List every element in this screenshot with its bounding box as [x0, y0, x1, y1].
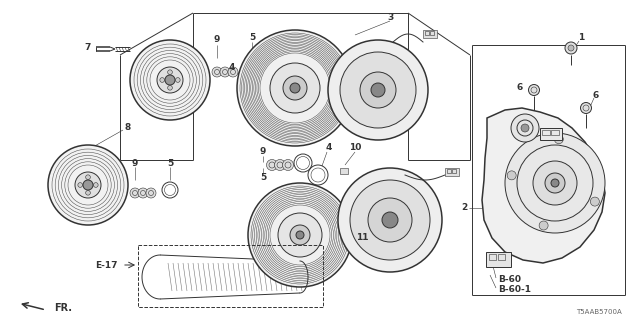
- Text: 3: 3: [387, 13, 393, 22]
- Circle shape: [590, 197, 600, 206]
- Circle shape: [290, 225, 310, 245]
- Text: 6: 6: [593, 91, 599, 100]
- Circle shape: [93, 183, 98, 187]
- Circle shape: [290, 83, 300, 93]
- Text: 11: 11: [356, 234, 368, 243]
- Circle shape: [228, 67, 238, 77]
- Circle shape: [146, 188, 156, 198]
- Circle shape: [175, 78, 180, 82]
- Text: B-60-1: B-60-1: [498, 285, 531, 294]
- Circle shape: [86, 190, 90, 195]
- Circle shape: [554, 135, 563, 144]
- Bar: [498, 254, 505, 260]
- Circle shape: [338, 168, 442, 272]
- Text: 9: 9: [260, 148, 266, 156]
- Circle shape: [278, 213, 322, 257]
- Circle shape: [157, 67, 183, 93]
- Text: FR.: FR.: [54, 303, 72, 313]
- Circle shape: [130, 188, 140, 198]
- Text: E-17: E-17: [95, 260, 118, 269]
- Circle shape: [282, 159, 294, 171]
- Circle shape: [130, 40, 210, 120]
- Circle shape: [168, 85, 172, 90]
- Bar: [340, 168, 348, 174]
- Text: 8: 8: [125, 123, 131, 132]
- Circle shape: [539, 221, 548, 230]
- Circle shape: [78, 183, 83, 187]
- Circle shape: [270, 63, 320, 113]
- Circle shape: [168, 70, 172, 75]
- Text: 7: 7: [84, 43, 91, 52]
- Text: 4: 4: [326, 143, 332, 153]
- Text: 10: 10: [349, 143, 361, 153]
- Circle shape: [551, 179, 559, 187]
- Circle shape: [165, 75, 175, 85]
- Circle shape: [248, 183, 352, 287]
- Circle shape: [340, 52, 416, 128]
- Text: 9: 9: [132, 158, 138, 167]
- Circle shape: [511, 114, 539, 142]
- Bar: [425, 31, 429, 35]
- Circle shape: [86, 175, 90, 180]
- Bar: [445, 168, 459, 176]
- Circle shape: [382, 212, 398, 228]
- Circle shape: [160, 78, 164, 82]
- Circle shape: [48, 145, 128, 225]
- Circle shape: [521, 124, 529, 132]
- Circle shape: [275, 159, 285, 171]
- Circle shape: [565, 42, 577, 54]
- Text: B-60: B-60: [498, 276, 521, 284]
- Circle shape: [350, 180, 430, 260]
- Circle shape: [568, 45, 574, 51]
- Bar: [486, 252, 511, 267]
- Bar: [452, 169, 456, 173]
- Circle shape: [138, 188, 148, 198]
- Text: 1: 1: [578, 34, 584, 43]
- Text: 5: 5: [249, 34, 255, 43]
- Bar: [447, 169, 451, 173]
- Circle shape: [83, 180, 93, 190]
- Text: 5: 5: [260, 173, 266, 182]
- Circle shape: [368, 198, 412, 242]
- Bar: [430, 31, 434, 35]
- Bar: [489, 254, 496, 260]
- Circle shape: [580, 102, 591, 114]
- Polygon shape: [482, 108, 605, 263]
- Text: T5AAB5700A: T5AAB5700A: [576, 309, 622, 315]
- Text: 5: 5: [167, 158, 173, 167]
- Bar: [138, 245, 323, 307]
- Circle shape: [237, 30, 353, 146]
- Circle shape: [529, 84, 540, 95]
- Circle shape: [545, 173, 565, 193]
- Circle shape: [266, 159, 278, 171]
- Circle shape: [75, 172, 101, 198]
- Circle shape: [328, 40, 428, 140]
- Circle shape: [283, 76, 307, 100]
- Bar: [540, 128, 562, 140]
- Circle shape: [360, 72, 396, 108]
- Circle shape: [505, 133, 605, 233]
- Circle shape: [371, 83, 385, 97]
- Bar: [423, 30, 437, 38]
- Circle shape: [533, 161, 577, 205]
- Text: 4: 4: [229, 62, 235, 71]
- Circle shape: [296, 231, 304, 239]
- Text: 2: 2: [461, 204, 467, 212]
- Bar: [542, 130, 550, 135]
- Text: 6: 6: [516, 84, 523, 92]
- Circle shape: [212, 67, 222, 77]
- Text: 9: 9: [214, 36, 220, 44]
- Circle shape: [220, 67, 230, 77]
- Circle shape: [507, 171, 516, 180]
- Bar: [551, 130, 559, 135]
